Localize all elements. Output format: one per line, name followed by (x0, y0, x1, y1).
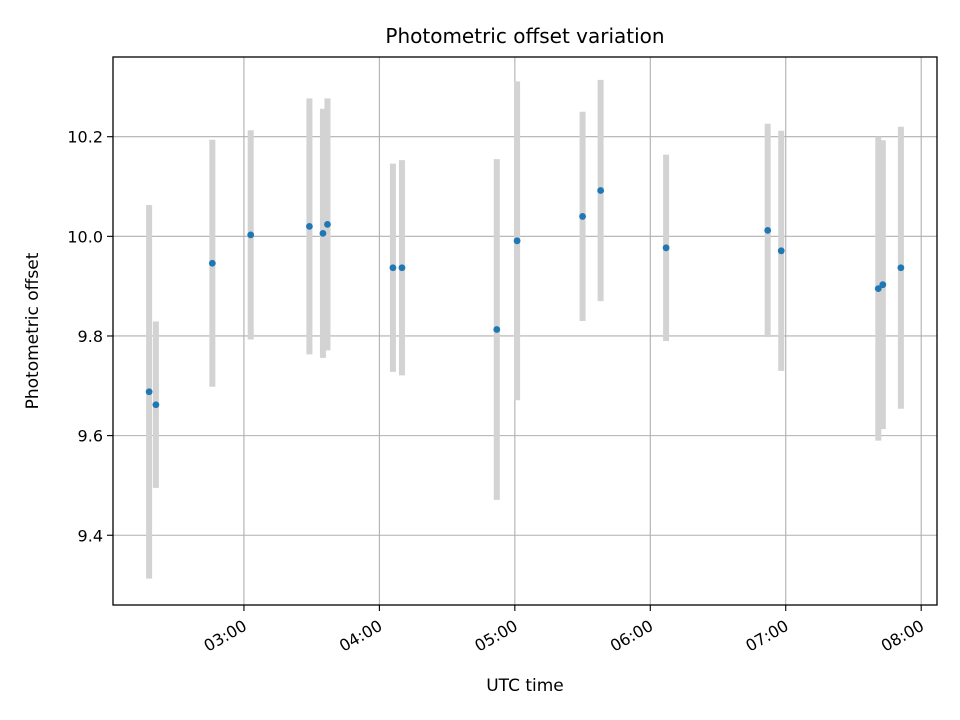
y-axis-title: Photometric offset (23, 252, 43, 409)
data-point (145, 388, 153, 396)
data-point (247, 231, 255, 239)
data-point (306, 222, 313, 230)
x-axis-title: UTC time (486, 676, 564, 696)
data-point (897, 264, 905, 272)
data-point (324, 220, 331, 228)
data-point (493, 326, 501, 333)
data-point (208, 259, 216, 267)
y-tick-label: 10.2 (67, 128, 103, 147)
y-tick-label: 9.6 (78, 427, 103, 446)
data-point (777, 247, 785, 255)
y-tick-label: 10.0 (67, 227, 103, 246)
data-point (579, 213, 586, 220)
data-point (398, 264, 406, 272)
data-point (764, 226, 772, 234)
data-point (152, 401, 160, 409)
y-axis-ticks: 9.4 9.6 9.8 10.0 10.2 (67, 128, 113, 545)
data-point (389, 264, 397, 272)
data-point (597, 187, 605, 194)
plot-frame (112, 56, 938, 606)
data-point (879, 281, 887, 289)
data-point (662, 244, 670, 252)
data-point (513, 237, 521, 245)
data-point (319, 229, 327, 237)
chart-title: Photometric offset variation (385, 24, 664, 48)
data-points (145, 187, 905, 409)
data-point (874, 285, 882, 293)
y-tick-label: 9.4 (78, 526, 103, 545)
y-tick-label: 9.8 (78, 327, 103, 346)
